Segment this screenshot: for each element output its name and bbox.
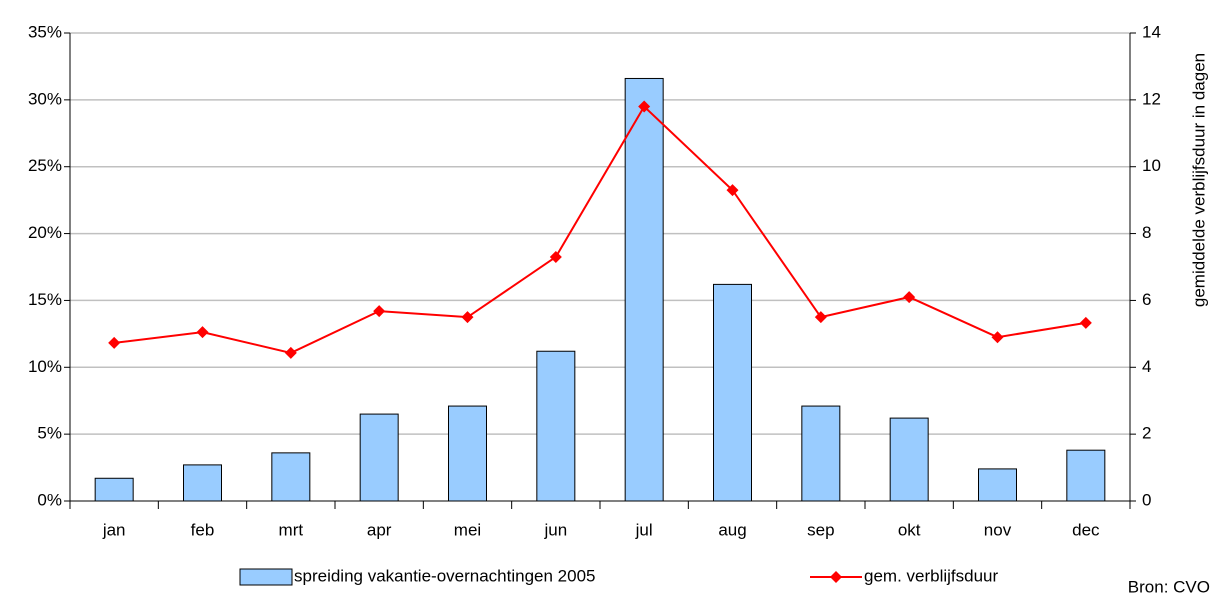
legend-marker <box>830 571 842 583</box>
marker <box>284 346 297 359</box>
marker <box>549 250 562 263</box>
y2-tick-label: 0 <box>1142 490 1151 509</box>
y-tick-label: 10% <box>28 357 62 376</box>
bar <box>271 452 311 502</box>
bar <box>801 405 841 502</box>
x-tick-label: dec <box>1072 520 1100 539</box>
y2-tick-label: 12 <box>1142 89 1161 108</box>
y-tick-label: 30% <box>28 89 62 108</box>
legend-swatch <box>239 568 293 586</box>
marker <box>638 100 651 113</box>
marker <box>814 311 827 324</box>
y-tick-label: 0% <box>37 490 62 509</box>
y2-tick-label: 8 <box>1142 223 1151 242</box>
y-tick-label: 20% <box>28 223 62 242</box>
x-tick-label: feb <box>191 520 215 539</box>
bar <box>978 468 1017 502</box>
x-tick-label: apr <box>367 520 392 539</box>
y2-tick-label: 4 <box>1142 357 1151 376</box>
marker <box>373 305 386 318</box>
y-tick-label: 15% <box>28 290 62 309</box>
marker <box>991 331 1004 344</box>
marker <box>1079 316 1092 329</box>
marker <box>903 291 916 304</box>
x-tick-label: jun <box>543 520 567 539</box>
x-tick-label: nov <box>984 520 1012 539</box>
y2-tick-label: 2 <box>1142 424 1151 443</box>
x-tick-label: okt <box>898 520 921 539</box>
y-tick-label: 5% <box>37 424 62 443</box>
marker <box>726 184 739 197</box>
x-tick-label: mrt <box>279 520 304 539</box>
x-tick-label: aug <box>718 520 746 539</box>
legend-label: gem. verblijfsduur <box>864 566 999 585</box>
bar <box>713 283 752 502</box>
bar <box>183 464 222 502</box>
y-tick-label: 25% <box>28 156 62 175</box>
bar <box>359 413 399 502</box>
bar <box>94 477 134 502</box>
bar <box>536 350 576 502</box>
line <box>114 104 1086 354</box>
x-tick-label: jul <box>635 520 653 539</box>
bar <box>1066 449 1106 502</box>
marker <box>196 326 209 339</box>
source-note: Bron: CVO <box>1128 577 1210 596</box>
bar <box>889 417 929 502</box>
y2-axis-label: gemiddelde verblijfsduur in dagen <box>1189 53 1208 307</box>
marker <box>461 311 474 324</box>
bar <box>624 77 664 502</box>
y-tick-label: 35% <box>28 22 62 41</box>
x-tick-label: mei <box>454 520 481 539</box>
legend-label: spreiding vakantie-overnachtingen 2005 <box>294 566 595 585</box>
y2-tick-label: 6 <box>1142 290 1151 309</box>
y2-tick-label: 14 <box>1142 22 1161 41</box>
x-tick-label: sep <box>807 520 834 539</box>
bar <box>448 405 487 502</box>
marker <box>108 336 121 349</box>
x-tick-label: jan <box>102 520 126 539</box>
y2-tick-label: 10 <box>1142 156 1161 175</box>
